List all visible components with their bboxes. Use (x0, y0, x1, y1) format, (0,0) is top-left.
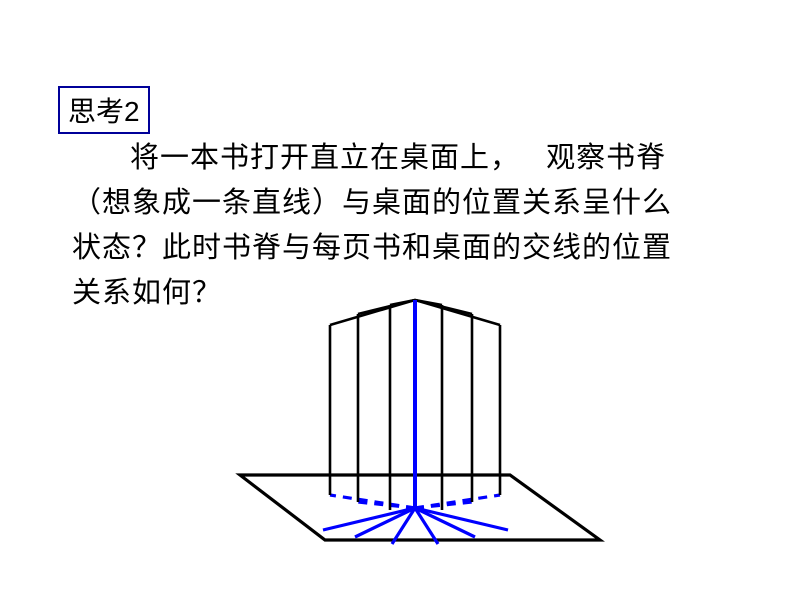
para-line1b: 观察书脊 (546, 142, 666, 174)
para-line3: 状态？此时书脊与每页书和桌面的交线的位置 (72, 232, 672, 264)
thinking-label-box: 思考2 (58, 86, 150, 134)
book-diagram (190, 280, 630, 580)
para-line2: （想象成一条直线）与桌面的位置关系呈什么 (72, 187, 672, 219)
thinking-label-text: 思考2 (68, 96, 140, 127)
diagram-svg (190, 280, 630, 580)
para-line1a: 将一本书打开直立在桌面上， (130, 142, 520, 174)
